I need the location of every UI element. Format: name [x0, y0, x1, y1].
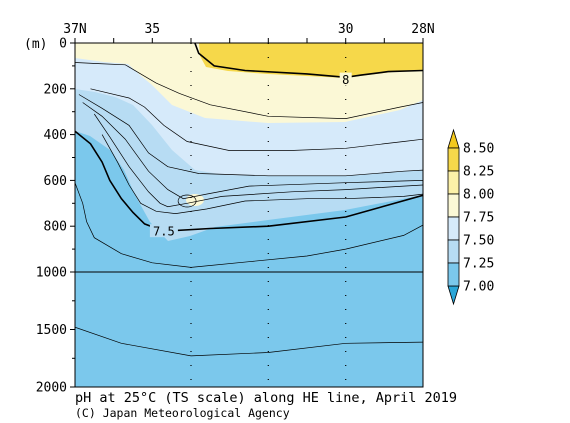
y-tick-label-2000: 2000 [36, 381, 67, 396]
contour-line-7-50-4 [82, 102, 423, 200]
lower-contours [75, 326, 423, 357]
y-tick-label-1500: 1500 [36, 323, 67, 338]
contour-line-7-50-3 [78, 94, 423, 177]
colorbar-label-7-25: 7.25 [463, 257, 494, 272]
contour-line-7-25-5 [94, 113, 423, 208]
x-tick-label-28: 28N [411, 22, 434, 37]
upper-panel-fills [75, 43, 423, 272]
y-tick-label-800: 800 [44, 220, 67, 235]
y-tick-label-400: 400 [44, 128, 67, 143]
colorbar-band-1 [447, 170, 460, 195]
colorbar-label-8-50: 8.50 [463, 142, 494, 157]
upper-contours [75, 43, 423, 268]
colorbar-label-8-00: 8.00 [463, 188, 494, 203]
colorbar-band-4 [447, 239, 460, 264]
colorbar-label-7-75: 7.75 [463, 211, 494, 226]
contour-line-7-50-7 [75, 130, 423, 233]
contour-label-bg-8 [339, 72, 352, 86]
contour-label-7-5: 7.5 [153, 225, 175, 239]
x-tick-label-30: 30 [338, 22, 354, 37]
chart-title: pH at 25°C (TS scale) along HE line, Apr… [75, 390, 457, 406]
colorbar-label-7-00: 7.00 [463, 280, 494, 295]
contour-line-7-75-1 [75, 62, 423, 119]
y-tick-label-600: 600 [44, 174, 67, 189]
plot-frame [74, 42, 424, 388]
credit-text: (C) Japan Meteorological Agency [75, 406, 290, 420]
contour-line-7-75-2 [90, 88, 423, 151]
y-tick-label-1000: 1000 [36, 266, 67, 281]
colorbar-band-3 [447, 216, 460, 241]
contour-label-bg-7-5 [149, 224, 178, 238]
colorbar-label-7-50: 7.50 [463, 234, 494, 249]
colorbar: 8.50 8.25 8.00 7.75 7.50 7.25 7.00 [447, 128, 494, 306]
x-axis: 37N 35 30 28N [63, 22, 435, 43]
y-tick-label-200: 200 [44, 82, 67, 97]
x-tick-label-35: 35 [144, 22, 160, 37]
contour-labels: 87.5 [149, 72, 352, 239]
y-tick-label-0: 0 [59, 37, 67, 52]
lower-panel-fill [75, 272, 423, 387]
contour-bubble [177, 194, 197, 208]
contour-label-8: 8 [342, 73, 349, 87]
fill-8-25-to-8-50 [199, 43, 423, 78]
colorbar-band-2 [447, 193, 460, 218]
colorbar-label-8-25: 8.25 [463, 165, 494, 180]
x-tick-label-37: 37N [63, 22, 86, 37]
contour-line-7-25-9 [75, 326, 423, 357]
colorbar-top-triangle [447, 128, 460, 149]
colorbar-band-5 [447, 262, 460, 287]
contour-line-8-00-0 [194, 43, 423, 79]
contour-line-7-25-8 [75, 182, 423, 268]
colorbar-band-0 [447, 147, 460, 172]
colorbar-bottom-triangle [447, 285, 460, 306]
y-axis: 0 200 400 600 800 1000 1500 2000 [36, 37, 75, 396]
y-unit-label: (m) [24, 37, 47, 52]
